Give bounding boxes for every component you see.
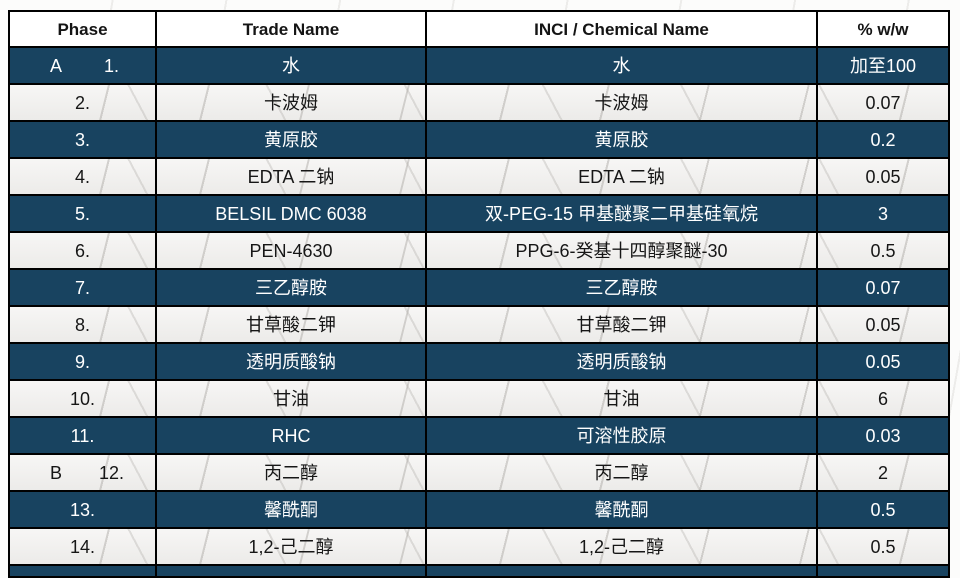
trade-name-cell: 甘草酸二钾 (157, 307, 427, 342)
table-row: 11. RHC 可溶性胶原 0.03 (10, 418, 948, 455)
phase-cell: 5. (10, 196, 157, 231)
percent-ww-cell: 0.5 (870, 499, 896, 520)
table-row: 4. EDTA 二钠 EDTA 二钠 0.05 (10, 159, 948, 196)
table-row: 8. 甘草酸二钾 甘草酸二钾 0.05 (10, 307, 948, 344)
trade-name-cell: 卡波姆 (157, 85, 427, 120)
trade-name-cell: EDTA 二钠 (157, 159, 427, 194)
table-row: 14. 1,2-己二醇 1,2-己二醇 0.5 (10, 529, 948, 566)
inci-name-cell: 透明质酸钠 (427, 344, 818, 379)
phase-cell (10, 566, 157, 576)
trade-name-cell (157, 566, 427, 576)
table-body: A 1. 水 水 加至100 2. 卡波姆 卡波姆 0.07 3. 黄原胶 黄原… (10, 48, 948, 576)
table-row: 9. 透明质酸钠 透明质酸钠 0.05 (10, 344, 948, 381)
row-number: 6. (74, 240, 90, 261)
row-number: 14. (69, 536, 96, 557)
inci-name-cell (427, 566, 818, 576)
inci-name-cell: 水 (427, 48, 818, 83)
percent-ww-cell: 2 (877, 462, 888, 483)
inci-name-cell: 1,2-己二醇 (427, 529, 818, 564)
percent-ww-cell: 0.03 (865, 425, 901, 446)
phase-letter: A (50, 55, 63, 76)
table-row: 2. 卡波姆 卡波姆 0.07 (10, 85, 948, 122)
row-number: 9. (74, 351, 90, 372)
trade-name-cell: 黄原胶 (157, 122, 427, 157)
inci-name-cell: 丙二醇 (427, 455, 818, 490)
trade-name-cell: 丙二醇 (157, 455, 427, 490)
row-number: 1. (103, 55, 119, 76)
inci-name-cell: 馨酰酮 (427, 492, 818, 527)
phase-cell: 8. (10, 307, 157, 342)
table-row: 10. 甘油 甘油 6 (10, 381, 948, 418)
row-number: 3. (74, 129, 90, 150)
phase-cell: 10. (10, 381, 157, 416)
trade-name-cell: 透明质酸钠 (157, 344, 427, 379)
column-header-phase: Phase (10, 12, 157, 46)
column-header-trade-name: Trade Name (157, 12, 427, 46)
percent-ww-cell: 0.2 (870, 129, 896, 150)
inci-name-cell: 黄原胶 (427, 122, 818, 157)
phase-cell: B 12. (10, 455, 157, 490)
inci-name-cell: 三乙醇胺 (427, 270, 818, 305)
phase-cell: 7. (10, 270, 157, 305)
trade-name-cell: 馨酰酮 (157, 492, 427, 527)
trade-name-cell: 甘油 (157, 381, 427, 416)
phase-cell: 2. (10, 85, 157, 120)
percent-ww-cell: 6 (877, 388, 888, 409)
row-number: 10. (69, 388, 96, 409)
table-row: 3. 黄原胶 黄原胶 0.2 (10, 122, 948, 159)
inci-name-cell: 甘油 (427, 381, 818, 416)
trade-name-cell: PEN-4630 (157, 233, 427, 268)
inci-name-cell: 双-PEG-15 甲基醚聚二甲基硅氧烷 (427, 196, 818, 231)
phase-cell: 11. (10, 418, 157, 453)
phase-cell: 13. (10, 492, 157, 527)
phase-cell: 9. (10, 344, 157, 379)
formulation-table: Phase Trade Name INCI / Chemical Name % … (8, 10, 950, 578)
row-number: 2. (74, 92, 90, 113)
row-number: 7. (74, 277, 90, 298)
row-number: 4. (74, 166, 90, 187)
row-number: 8. (74, 314, 90, 335)
inci-name-cell: PPG-6-癸基十四醇聚醚-30 (427, 233, 818, 268)
table-row: B 12. 丙二醇 丙二醇 2 (10, 455, 948, 492)
trade-name-cell: 1,2-己二醇 (157, 529, 427, 564)
percent-ww-cell: 0.05 (865, 351, 901, 372)
inci-name-cell: 可溶性胶原 (427, 418, 818, 453)
column-header-percent-ww: % w/w (818, 12, 948, 46)
row-number: 5. (74, 203, 90, 224)
row-number: 13. (69, 499, 96, 520)
inci-name-cell: 卡波姆 (427, 85, 818, 120)
percent-ww-cell: 3 (877, 203, 888, 224)
table-header-row: Phase Trade Name INCI / Chemical Name % … (10, 12, 948, 48)
table-row: 6. PEN-4630 PPG-6-癸基十四醇聚醚-30 0.5 (10, 233, 948, 270)
inci-name-cell: EDTA 二钠 (427, 159, 818, 194)
percent-ww-cell: 0.07 (865, 92, 901, 113)
row-number: 12. (98, 462, 125, 483)
table-row (10, 566, 948, 576)
table-row: 7. 三乙醇胺 三乙醇胺 0.07 (10, 270, 948, 307)
inci-name-cell: 甘草酸二钾 (427, 307, 818, 342)
percent-ww-cell: 0.5 (870, 536, 896, 557)
percent-ww-cell: 0.05 (865, 314, 901, 335)
trade-name-cell: 三乙醇胺 (157, 270, 427, 305)
phase-cell: 14. (10, 529, 157, 564)
phase-cell: 4. (10, 159, 157, 194)
phase-cell: 3. (10, 122, 157, 157)
percent-ww-cell: 0.07 (865, 277, 901, 298)
percent-ww-cell: 0.5 (870, 240, 896, 261)
trade-name-cell: 水 (157, 48, 427, 83)
phase-cell: 6. (10, 233, 157, 268)
percent-ww-cell (818, 566, 948, 576)
phase-cell: A 1. (10, 48, 157, 83)
phase-letter: B (50, 462, 63, 483)
table-row: 5. BELSIL DMC 6038 双-PEG-15 甲基醚聚二甲基硅氧烷 3 (10, 196, 948, 233)
percent-ww-cell: 加至100 (849, 55, 917, 76)
trade-name-cell: RHC (157, 418, 427, 453)
table-row: 13. 馨酰酮 馨酰酮 0.5 (10, 492, 948, 529)
column-header-inci-chemical-name: INCI / Chemical Name (427, 12, 818, 46)
percent-ww-cell: 0.05 (865, 166, 901, 187)
row-number: 11. (70, 425, 95, 446)
trade-name-cell: BELSIL DMC 6038 (157, 196, 427, 231)
table-row: A 1. 水 水 加至100 (10, 48, 948, 85)
